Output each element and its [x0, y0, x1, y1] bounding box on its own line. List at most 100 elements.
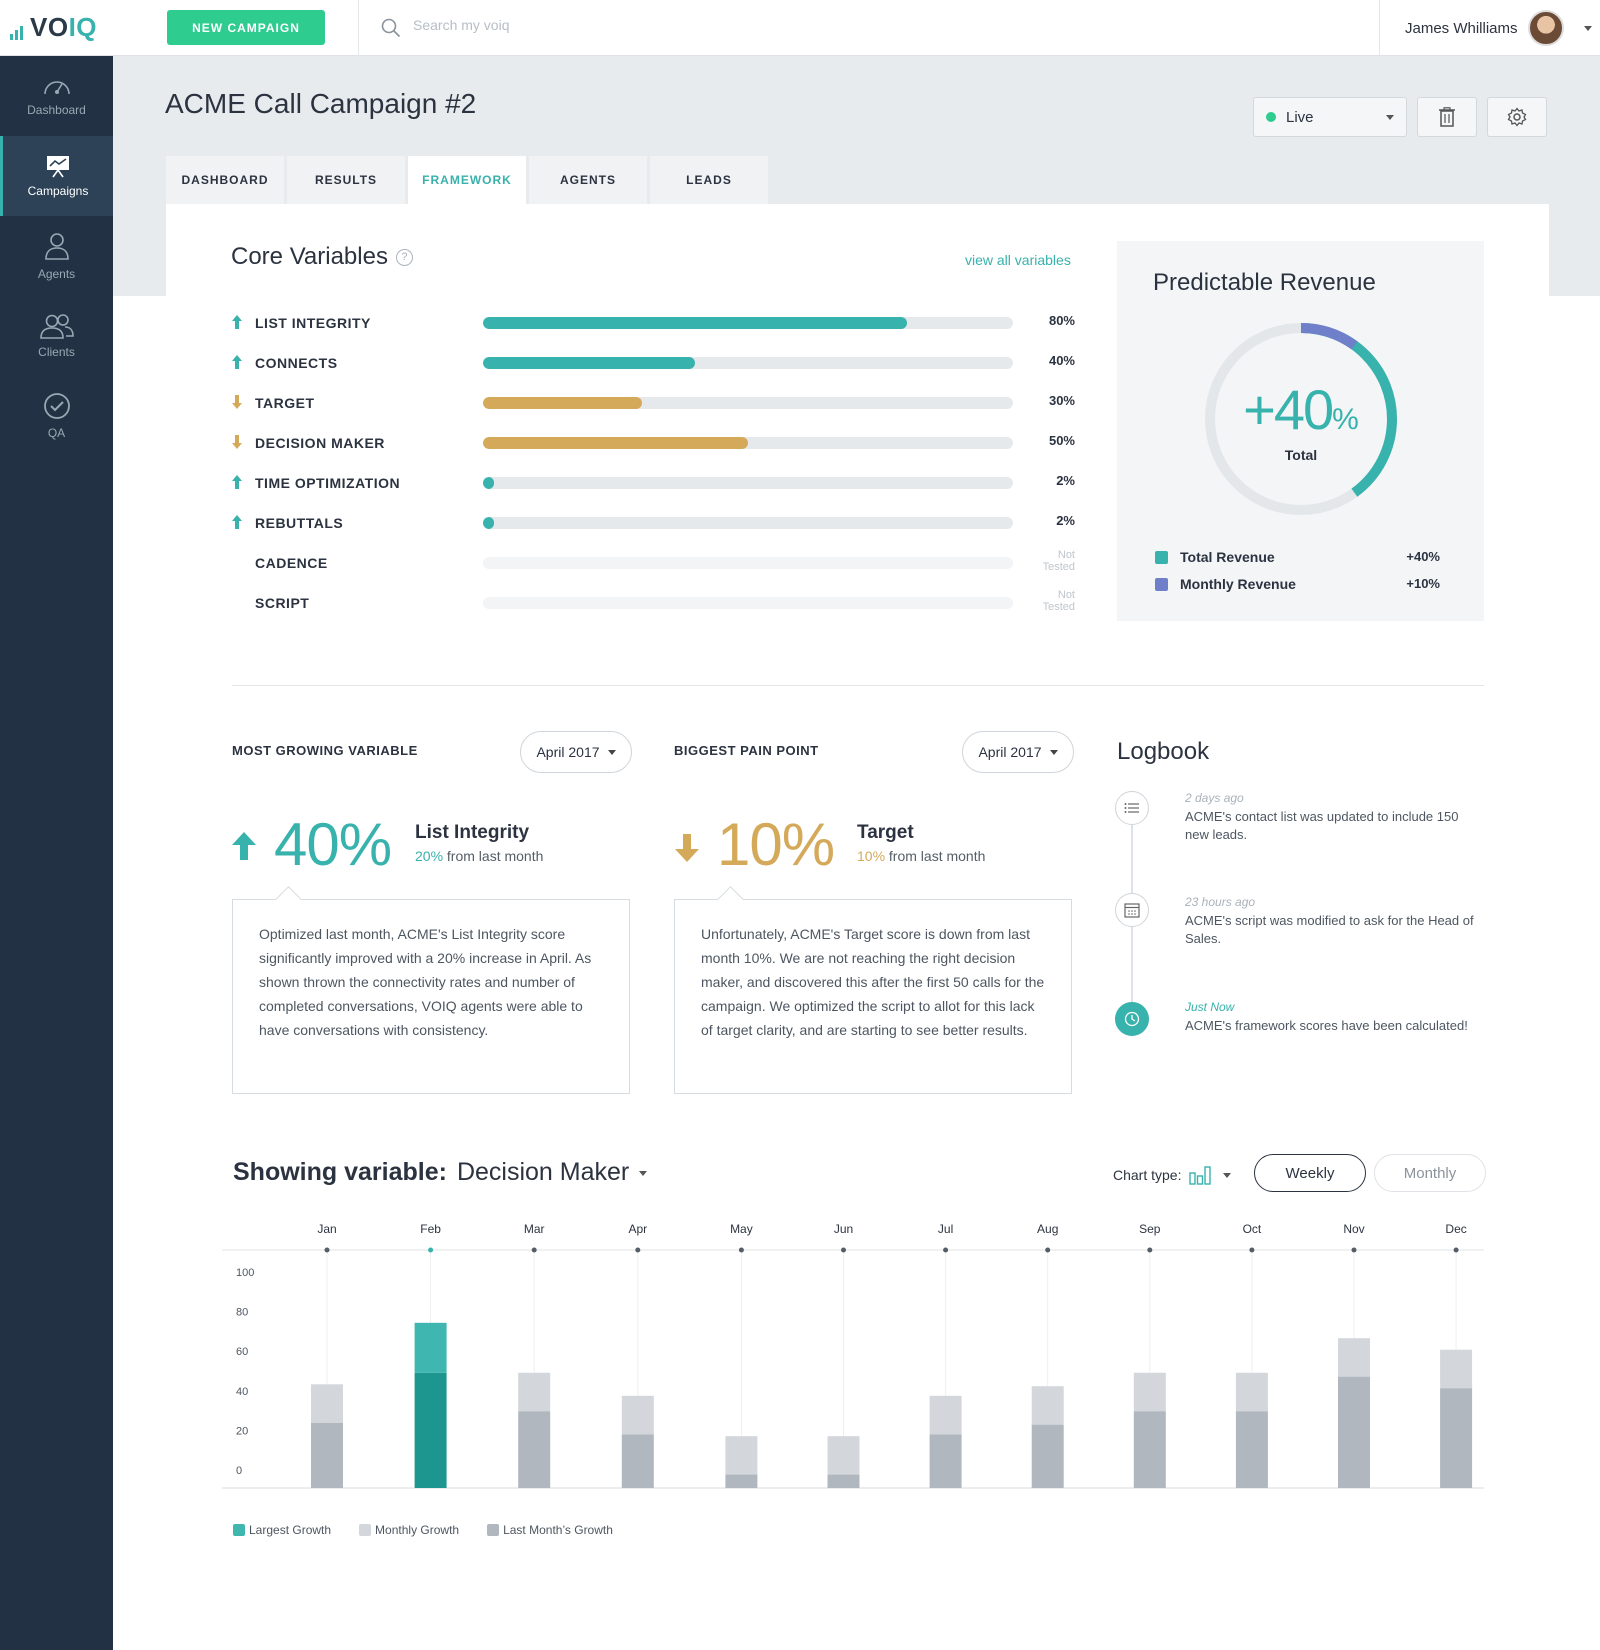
bar-last-months-growth[interactable] — [929, 1434, 962, 1488]
most-growing-change: 20% from last month — [415, 848, 543, 864]
selected-variable[interactable]: Decision Maker — [456, 1158, 630, 1186]
tab-agents[interactable]: AGENTS — [529, 156, 647, 204]
chevron-down-icon[interactable] — [1223, 1172, 1232, 1178]
arrow-up-icon — [232, 315, 242, 329]
search-input[interactable] — [413, 17, 1013, 33]
bar-monthly-growth[interactable] — [518, 1372, 551, 1412]
delete-button[interactable] — [1417, 97, 1477, 137]
bar-monthly-growth[interactable] — [1440, 1349, 1473, 1389]
showing-variable-selector[interactable]: Showing variable: Decision Maker — [233, 1158, 648, 1187]
legend-name: Monthly Revenue — [1180, 576, 1296, 592]
core-variable-row[interactable]: DECISION MAKER 50% — [232, 431, 1077, 455]
core-variable-row[interactable]: TIME OPTIMIZATION 2% — [232, 471, 1077, 495]
sidebar-item-qa[interactable]: QA — [0, 376, 113, 456]
core-variable-row[interactable]: LIST INTEGRITY 80% — [232, 311, 1077, 335]
month-marker-dot[interactable] — [1147, 1247, 1153, 1253]
sidebar-item-label: Clients — [38, 345, 75, 359]
progress-fill — [483, 317, 907, 329]
avatar[interactable] — [1527, 10, 1564, 46]
core-variable-value: 50% — [1048, 433, 1075, 448]
core-variable-value: 2% — [1056, 473, 1075, 488]
bar-last-months-growth[interactable] — [1133, 1411, 1166, 1488]
chevron-down-icon[interactable] — [639, 1170, 648, 1176]
bar-last-months-growth[interactable] — [621, 1434, 654, 1488]
core-variable-row[interactable]: REBUTTALS 2% — [232, 511, 1077, 535]
arrow-up-icon — [232, 475, 242, 489]
bar-monthly-growth[interactable] — [929, 1395, 962, 1435]
tab-results[interactable]: RESULTS — [287, 156, 405, 204]
core-variable-row[interactable]: CADENCE Not Tested — [232, 549, 1077, 575]
bar-chart-icon[interactable] — [1189, 1165, 1212, 1185]
bar-last-months-growth[interactable] — [1235, 1411, 1268, 1488]
y-tick-label: 60 — [236, 1346, 248, 1358]
month-marker-dot[interactable] — [841, 1247, 846, 1253]
bar-monthly-growth[interactable] — [1338, 1338, 1370, 1377]
x-tick-label: Feb — [420, 1222, 441, 1236]
bar-monthly-growth[interactable] — [1031, 1386, 1064, 1425]
bar-monthly-growth[interactable] — [1235, 1372, 1268, 1412]
month-marker-dot[interactable] — [1045, 1247, 1051, 1253]
bar-monthly-growth[interactable] — [311, 1384, 343, 1423]
bar-last-months-growth[interactable] — [1338, 1376, 1370, 1488]
donut-total-number: +40 — [1243, 378, 1334, 441]
month-marker-dot[interactable] — [428, 1247, 434, 1253]
bar-last-months-growth[interactable] — [1440, 1388, 1473, 1488]
bar-last-months-growth[interactable] — [414, 1372, 447, 1488]
monthly-toggle[interactable]: Monthly — [1374, 1154, 1486, 1192]
chart-type-selector[interactable]: Chart type: — [1113, 1165, 1232, 1185]
bar-monthly-growth[interactable] — [725, 1436, 758, 1475]
logbook-text: ACME's framework scores have been calcul… — [1185, 1018, 1468, 1033]
view-all-variables-link[interactable]: view all variables — [965, 252, 1071, 268]
core-variable-label: LIST INTEGRITY — [255, 315, 371, 331]
help-icon[interactable]: ? — [395, 249, 413, 267]
month-marker-dot[interactable] — [943, 1247, 949, 1253]
bar-last-months-growth[interactable] — [827, 1474, 860, 1488]
month-marker-dot[interactable] — [738, 1247, 744, 1253]
sidebar-item-agents[interactable]: Agents — [0, 216, 113, 296]
bar-monthly-growth[interactable] — [414, 1322, 447, 1373]
sidebar-item-campaigns[interactable]: Campaigns — [0, 136, 113, 216]
core-variable-row[interactable]: TARGET 30% — [232, 391, 1077, 415]
bar-last-months-growth[interactable] — [518, 1411, 551, 1488]
month-marker-dot[interactable] — [531, 1247, 537, 1253]
tab-leads[interactable]: LEADS — [650, 156, 768, 204]
sidebar-item-clients[interactable]: Clients — [0, 296, 113, 376]
month-marker-dot[interactable] — [324, 1247, 330, 1253]
voiq-logo[interactable]: VOIQ — [10, 14, 97, 40]
month-marker-dot[interactable] — [635, 1247, 641, 1253]
most-growing-note: Optimized last month, ACME's List Integr… — [232, 899, 630, 1094]
bar-monthly-growth[interactable] — [621, 1395, 654, 1435]
new-campaign-button[interactable]: NEW CAMPAIGN — [167, 10, 325, 45]
chevron-down-icon — [607, 749, 616, 755]
core-variable-label: REBUTTALS — [255, 515, 344, 531]
month-marker-dot[interactable] — [1351, 1247, 1357, 1253]
bar-monthly-growth[interactable] — [1133, 1372, 1166, 1412]
most-growing-period-dropdown[interactable]: April 2017 — [520, 731, 632, 773]
tab-dashboard[interactable]: DASHBOARD — [166, 156, 284, 204]
progress-track — [483, 477, 1013, 489]
user-menu[interactable]: James Whilliams — [1405, 10, 1592, 46]
tab-framework[interactable]: FRAMEWORK — [408, 156, 526, 204]
x-tick-label: Nov — [1343, 1222, 1364, 1236]
settings-button[interactable] — [1487, 97, 1547, 137]
legend-monthly-growth: Monthly Growth — [359, 1523, 459, 1537]
month-marker-dot[interactable] — [1249, 1247, 1255, 1253]
bar-last-months-growth[interactable] — [725, 1474, 758, 1488]
pain-point-period-dropdown[interactable]: April 2017 — [962, 731, 1074, 773]
not-tested-label: Not Tested — [1042, 589, 1075, 613]
x-tick-label: Jul — [938, 1222, 953, 1236]
month-marker-dot[interactable] — [1453, 1247, 1459, 1253]
core-variable-row[interactable]: CONNECTS 40% — [232, 351, 1077, 375]
not-tested-label: Not Tested — [1042, 549, 1075, 573]
core-variable-row[interactable]: SCRIPT Not Tested — [232, 589, 1077, 615]
bar-last-months-growth[interactable] — [311, 1422, 343, 1488]
check-circle-icon — [43, 393, 70, 419]
legend-label: Monthly Growth — [375, 1523, 460, 1537]
status-dropdown[interactable]: Live — [1253, 97, 1407, 137]
weekly-toggle[interactable]: Weekly — [1254, 1154, 1366, 1192]
bar-monthly-growth[interactable] — [827, 1436, 860, 1475]
sidebar-item-dashboard[interactable]: Dashboard — [0, 56, 113, 136]
bar-last-months-growth[interactable] — [1031, 1424, 1064, 1488]
progress-fill — [483, 357, 695, 369]
chevron-down-icon[interactable] — [1583, 25, 1592, 31]
